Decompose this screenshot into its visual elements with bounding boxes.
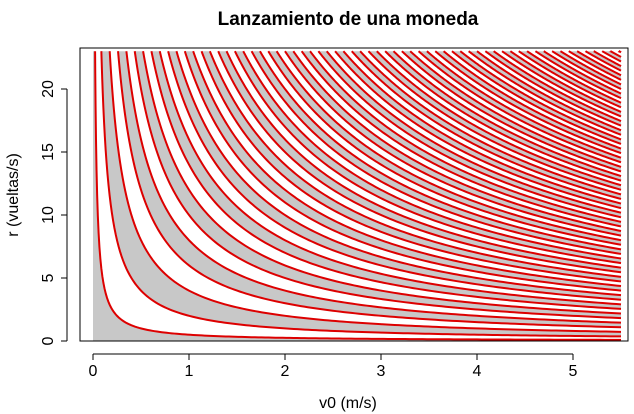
curve-63 [617, 50, 622, 54]
y-tick-label-15: 15 [40, 143, 57, 161]
x-tick-label-0: 0 [89, 363, 98, 380]
curve-14 [208, 50, 622, 278]
curve-19 [250, 50, 622, 255]
curve-16 [225, 50, 622, 269]
curve-3 [117, 51, 622, 329]
x-tick-label-3: 3 [377, 363, 386, 380]
curve-55 [551, 50, 622, 90]
curve-60 [593, 50, 622, 67]
curve-26 [309, 50, 622, 223]
curve-43 [451, 50, 622, 145]
curve-22 [275, 50, 622, 242]
curve-24 [292, 50, 622, 233]
curve-23 [284, 50, 622, 237]
x-tick-label-1: 1 [185, 363, 194, 380]
curve-33 [367, 50, 622, 191]
curve-21 [267, 50, 622, 246]
curve-38 [409, 50, 622, 168]
curve-17 [234, 50, 622, 265]
curve-46 [476, 50, 622, 132]
curve-40 [426, 50, 622, 159]
curve-45 [468, 50, 622, 136]
shade-band-8 [218, 51, 621, 273]
curve-47 [484, 50, 622, 127]
curve-5 [133, 51, 622, 320]
curve-27 [317, 50, 622, 219]
curve-32 [359, 50, 622, 196]
y-tick-label-10: 10 [40, 206, 57, 224]
shade-band-26 [518, 51, 621, 108]
curve-57 [568, 50, 622, 81]
plot-border [79, 47, 629, 342]
curve-44 [459, 50, 622, 141]
x-axis: 0 1 2 3 4 5 [89, 353, 578, 380]
curve-53 [534, 50, 622, 100]
plot-area [93, 50, 622, 341]
curve-12 [192, 50, 622, 288]
x-tick-label-2: 2 [281, 363, 290, 380]
x-tick-label-5: 5 [569, 363, 578, 380]
curve-58 [576, 50, 622, 77]
curve-59 [584, 50, 622, 72]
curve-20 [259, 50, 622, 251]
curve-0 [94, 51, 622, 341]
curve-25 [300, 50, 622, 228]
curve-56 [559, 50, 622, 86]
curve-49 [501, 50, 622, 118]
curve-18 [242, 50, 622, 260]
curve-54 [543, 50, 622, 95]
y-tick-label-20: 20 [40, 80, 57, 98]
curve-62 [609, 50, 622, 58]
curve-37 [401, 50, 622, 173]
curve-48 [492, 50, 622, 122]
curve-41 [434, 50, 622, 155]
x-axis-label: v0 (m/s) [319, 395, 377, 412]
curve-34 [376, 50, 622, 187]
curve-31 [351, 50, 622, 200]
curve-2 [108, 51, 622, 333]
curve-61 [601, 50, 622, 63]
y-tick-label-0: 0 [40, 336, 57, 345]
shade-band-22 [451, 51, 621, 144]
curve-35 [384, 50, 622, 182]
curve-8 [158, 50, 622, 306]
curve-11 [183, 50, 622, 292]
curve-13 [200, 50, 622, 283]
curve-42 [442, 50, 622, 150]
curve-10 [175, 50, 622, 297]
curve-39 [417, 50, 622, 164]
y-axis: 0 5 10 15 20 [40, 80, 68, 345]
curve-4 [125, 51, 622, 324]
x-tick-label-4: 4 [473, 363, 482, 380]
y-tick-label-5: 5 [40, 273, 57, 282]
curves [94, 50, 622, 341]
curve-28 [325, 50, 622, 214]
curve-51 [518, 50, 622, 109]
curve-9 [167, 50, 622, 301]
curve-15 [217, 50, 622, 274]
curve-1 [100, 51, 622, 338]
curve-50 [509, 50, 622, 113]
curve-36 [392, 50, 622, 178]
curve-6 [142, 51, 622, 315]
y-axis-label: r (vueltas/s) [5, 153, 22, 237]
curve-7 [150, 51, 622, 310]
shade-band-27 [535, 51, 621, 99]
shade-band-21 [435, 51, 621, 154]
curve-30 [342, 50, 622, 205]
curve-29 [334, 50, 622, 210]
curve-52 [526, 50, 622, 104]
chart-title: Lanzamiento de una moneda [218, 9, 479, 30]
